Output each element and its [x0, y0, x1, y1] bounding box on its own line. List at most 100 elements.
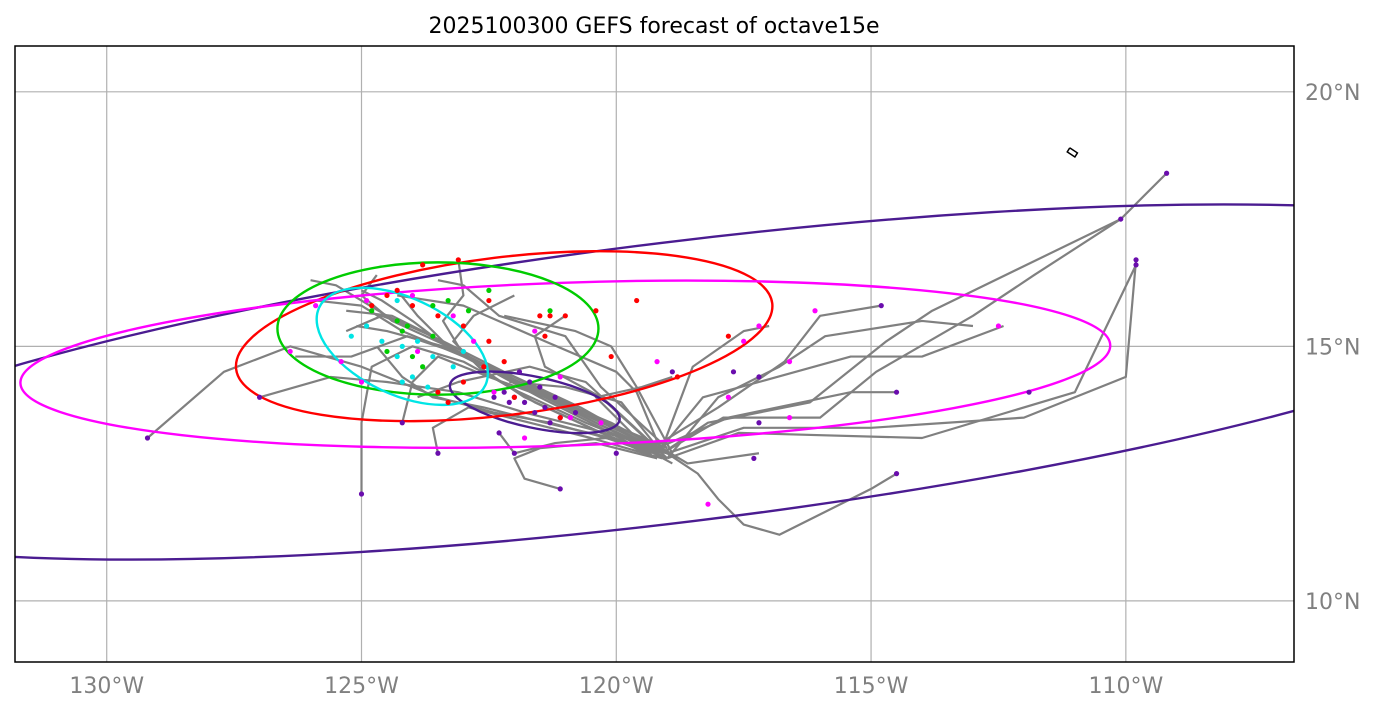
point-day4-3	[486, 287, 492, 293]
x-tick-label-0: 130°W	[69, 674, 144, 699]
point-day3-3	[338, 359, 344, 365]
point-day4-9	[399, 328, 405, 334]
point-day4-10	[404, 323, 410, 329]
point-day2-11	[542, 333, 548, 339]
y-tick-labels: 10°N 15°N 20°N	[1305, 81, 1360, 615]
point-day3-5	[409, 292, 416, 299]
point-day2-4	[455, 257, 461, 263]
island-outline-shape	[1066, 147, 1079, 159]
point-day1-34	[399, 420, 405, 426]
point-day1-12	[506, 399, 512, 405]
point-day3-4	[363, 297, 370, 304]
ellipse-indigo-small	[448, 370, 621, 435]
point-day1-31	[557, 486, 563, 492]
point-day4-6	[409, 353, 416, 360]
point-day3-11	[567, 415, 574, 421]
point-day2-20	[725, 333, 731, 339]
point-day5-2	[394, 353, 400, 360]
point-day3-7	[450, 313, 456, 319]
grid-lines	[15, 46, 1294, 662]
point-day2-16	[511, 394, 517, 400]
point-day4-2	[445, 297, 451, 304]
point-day4-1	[430, 303, 436, 309]
track-line-27	[656, 324, 1004, 454]
point-day5-10	[425, 384, 431, 390]
x-tick-label-1: 125°W	[324, 674, 399, 699]
point-day3-15	[741, 338, 747, 344]
point-day1-27	[893, 389, 900, 395]
point-day2-6	[394, 287, 400, 293]
point-day2-14	[435, 389, 441, 395]
point-day2-7	[562, 313, 568, 319]
point-day2-23	[384, 292, 390, 299]
point-day2-0	[486, 338, 492, 344]
point-day2-19	[674, 374, 681, 380]
point-day2-15	[445, 399, 451, 405]
point-day3-18	[786, 415, 793, 421]
track-line-15	[375, 345, 668, 455]
island-outline	[1066, 147, 1079, 159]
point-day5-12	[348, 333, 354, 339]
point-day4-8	[369, 308, 375, 314]
point-day4-12	[547, 308, 553, 314]
chart-title: 2025100300 GEFS forecast of octave15e	[428, 14, 879, 39]
point-day1-15	[1164, 170, 1170, 176]
point-day5-11	[399, 379, 405, 385]
track-lines	[146, 172, 1168, 536]
point-day1-35	[511, 450, 517, 456]
point-day2-18	[608, 353, 614, 360]
point-day3-10	[598, 420, 604, 426]
point-day3-16	[786, 359, 793, 365]
track-line-23	[661, 218, 1122, 455]
point-day3-22	[414, 348, 421, 355]
point-day4-5	[384, 348, 390, 355]
point-day5-8	[394, 297, 400, 304]
point-day1-1	[521, 399, 528, 405]
point-day4-0	[394, 318, 400, 324]
x-tick-label-3: 115°W	[834, 674, 909, 699]
point-day4-4	[465, 308, 472, 314]
point-day1-22	[669, 369, 675, 375]
point-day5-4	[414, 338, 421, 344]
point-day2-5	[420, 262, 426, 268]
point-day1-3	[516, 369, 523, 375]
point-day3-2	[358, 379, 365, 385]
track-points	[144, 170, 1170, 507]
point-day1-21	[730, 369, 737, 375]
point-day1-19	[878, 303, 884, 309]
x-tick-label-2: 120°W	[579, 674, 654, 699]
point-day1-29	[144, 435, 151, 441]
point-day4-11	[420, 364, 426, 370]
x-tick-labels: 130°W 125°W 120°W 115°W 110°W	[69, 674, 1163, 699]
point-day4-7	[430, 333, 436, 339]
track-line-21	[666, 259, 1138, 455]
point-day1-24	[751, 455, 757, 461]
point-day3-21	[995, 323, 1002, 329]
point-day3-8	[532, 328, 538, 334]
point-day1-33	[435, 450, 441, 456]
point-day1-8	[491, 394, 497, 400]
point-day1-7	[552, 394, 558, 400]
point-day1-18	[1133, 262, 1139, 268]
point-day1-20	[756, 374, 762, 380]
point-day5-9	[409, 374, 416, 380]
y-tick-label-1: 15°N	[1305, 335, 1360, 360]
ellipse-red	[234, 250, 774, 423]
point-day5-1	[379, 338, 385, 344]
point-day1-32	[496, 430, 502, 436]
track-line-28	[666, 319, 974, 460]
point-day3-9	[557, 374, 563, 380]
point-day2-9	[593, 308, 599, 314]
track-line-16	[513, 441, 658, 490]
point-day2-24	[486, 297, 492, 304]
point-day3-1	[287, 348, 293, 355]
ellipse-magenta	[19, 279, 1112, 449]
point-day1-17	[1133, 257, 1139, 263]
point-day2-1	[460, 323, 467, 329]
point-day1-13	[547, 420, 553, 426]
track-line-24	[666, 264, 1138, 460]
point-day3-0	[313, 303, 319, 309]
point-day2-8	[547, 313, 553, 319]
